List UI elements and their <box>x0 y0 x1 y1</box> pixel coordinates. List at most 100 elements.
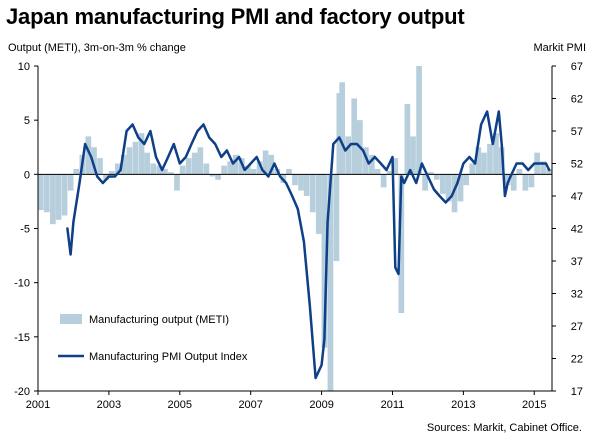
output-bar <box>451 174 458 213</box>
right-tick-label: 62 <box>571 94 583 106</box>
output-bar <box>126 147 133 175</box>
left-tick-label: -10 <box>14 278 30 290</box>
output-bar <box>179 165 186 175</box>
output-bar <box>475 147 482 175</box>
output-bar <box>369 154 375 175</box>
chart-title: Japan manufacturing PMI and factory outp… <box>6 4 465 29</box>
output-bar <box>268 154 275 175</box>
left-axis-label: Output (METI), 3m-on-3m % change <box>8 42 186 54</box>
right-tick-label: 42 <box>571 224 583 236</box>
output-bar <box>256 161 263 175</box>
output-bar <box>380 174 387 188</box>
output-bar <box>156 165 163 175</box>
legend-bar-swatch <box>60 314 82 324</box>
output-bar <box>386 171 393 175</box>
legend: Manufacturing output (METI) Manufacturin… <box>58 314 248 363</box>
output-bar <box>298 174 304 191</box>
x-tick-label: 2011 <box>381 399 405 411</box>
output-bar <box>191 152 198 175</box>
output-bar <box>174 174 180 191</box>
output-bar-peak <box>336 93 343 175</box>
output-bar <box>321 174 328 348</box>
output-bar <box>540 161 546 175</box>
output-bar <box>168 172 174 175</box>
output-bar <box>457 174 464 202</box>
output-bar <box>516 168 523 175</box>
output-bar <box>528 174 535 188</box>
output-bar <box>138 133 145 175</box>
output-bar <box>250 168 257 175</box>
output-bar <box>392 158 399 175</box>
output-bar <box>410 136 416 175</box>
left-tick-label: 5 <box>24 115 30 127</box>
pmi-line <box>66 110 551 380</box>
output-bar <box>61 174 68 216</box>
left-tick-label: -5 <box>20 224 30 236</box>
output-bar <box>185 158 192 175</box>
output-bar <box>374 168 381 175</box>
output-bar <box>404 103 411 175</box>
output-bar <box>209 174 216 177</box>
output-bar <box>309 174 316 213</box>
line-layer <box>66 110 551 380</box>
output-bar <box>108 171 115 175</box>
output-bar <box>150 163 157 175</box>
output-bar <box>162 168 168 175</box>
output-bar <box>91 147 97 175</box>
output-bar <box>85 136 92 175</box>
output-bar <box>463 174 470 186</box>
legend-line-label: Manufacturing PMI Output Index <box>89 351 248 363</box>
output-bar <box>245 165 251 175</box>
output-bar <box>493 133 499 175</box>
output-bar <box>469 163 476 175</box>
output-bar <box>546 168 552 175</box>
right-tick-label: 67 <box>571 61 583 73</box>
output-bar <box>303 174 310 196</box>
output-bar <box>103 174 109 180</box>
output-bar <box>144 152 151 175</box>
output-bar <box>262 150 269 175</box>
output-bar <box>286 168 292 175</box>
output-bar <box>345 136 352 175</box>
output-bar <box>232 154 239 175</box>
output-bar <box>351 98 358 175</box>
output-bar <box>487 144 493 175</box>
output-bar <box>327 174 334 391</box>
output-bar <box>221 165 227 175</box>
output-bar <box>433 174 440 180</box>
x-tick-label: 2003 <box>97 399 121 411</box>
output-bar <box>292 174 298 186</box>
output-bar <box>315 174 322 234</box>
output-bar <box>504 174 511 186</box>
output-bar <box>427 172 434 175</box>
x-tick-label: 2009 <box>309 399 333 411</box>
output-bar <box>522 174 529 191</box>
output-bar <box>510 174 517 191</box>
x-tick-label: 2015 <box>522 399 546 411</box>
output-bar <box>50 174 56 225</box>
right-axis-label: Markit PMI <box>533 42 586 54</box>
output-bar <box>132 141 139 175</box>
output-bar-peak <box>416 66 422 175</box>
output-bar <box>203 163 210 175</box>
output-bar <box>38 174 44 211</box>
left-tick-label: -20 <box>14 386 30 398</box>
output-bar <box>422 174 428 191</box>
output-bar <box>398 174 405 313</box>
right-tick-label: 52 <box>571 159 583 171</box>
output-bar <box>363 147 369 175</box>
output-bar <box>120 154 127 175</box>
x-tick-label: 2013 <box>451 399 475 411</box>
output-bar <box>73 168 80 175</box>
left-tick-label: -15 <box>14 332 30 344</box>
right-tick-label: 47 <box>571 191 583 203</box>
output-bar <box>67 174 74 191</box>
legend-bar-label: Manufacturing output (METI) <box>89 314 229 326</box>
output-bar <box>227 161 233 175</box>
x-tick-label: 2005 <box>168 399 192 411</box>
right-tick-label: 22 <box>571 354 583 366</box>
output-bar <box>215 174 221 180</box>
right-tick-label: 57 <box>571 126 583 138</box>
right-tick-label: 27 <box>571 321 583 333</box>
